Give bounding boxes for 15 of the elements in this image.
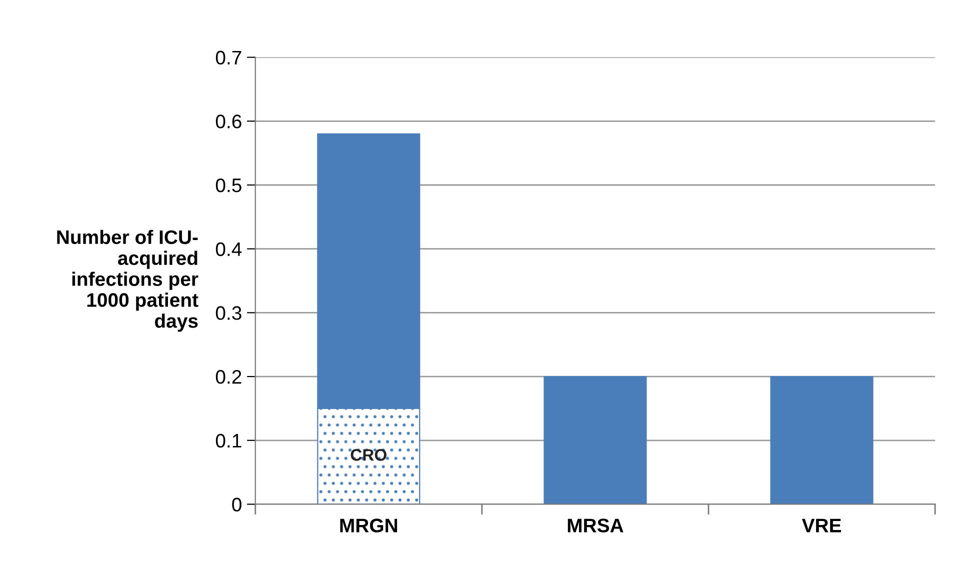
y-tick-label: 0.3 bbox=[216, 306, 242, 320]
y-tick-label: 0.2 bbox=[216, 370, 242, 384]
x-tick-label: MRSA bbox=[568, 518, 624, 532]
x-tick-label: VRE bbox=[802, 518, 842, 532]
bar bbox=[770, 376, 874, 504]
y-tick-label: 0 bbox=[232, 498, 242, 512]
bar bbox=[544, 376, 647, 504]
y-axis-title: Number of ICU- acquired infections per 1000 patient days bbox=[57, 230, 198, 332]
series-label: CRO bbox=[350, 449, 386, 461]
y-tick-label: 0.1 bbox=[216, 434, 242, 448]
y-tick-label: 0.7 bbox=[216, 50, 242, 65]
y-tick-label: 0.6 bbox=[216, 114, 242, 128]
y-tick-label: 0.5 bbox=[216, 178, 242, 192]
x-tick-label: MRGN bbox=[340, 518, 398, 532]
y-tick-label: 0.4 bbox=[216, 242, 242, 256]
